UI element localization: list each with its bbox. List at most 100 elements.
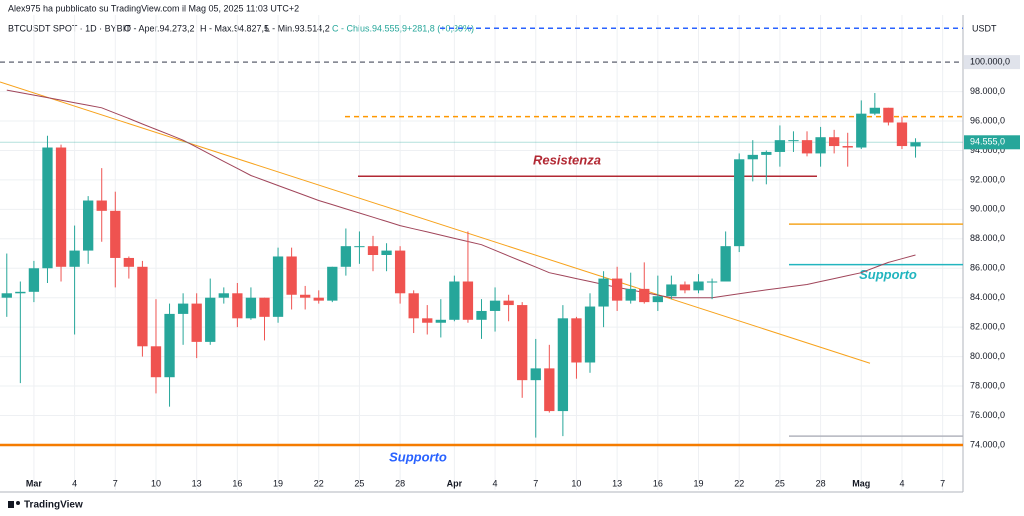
candle-body [177, 303, 189, 314]
candle-body [394, 250, 406, 294]
x-tick-label: Mag [852, 478, 870, 488]
candle-body [42, 147, 53, 269]
x-tick-label: 7 [533, 478, 538, 488]
candle-body [530, 368, 541, 381]
candle-body [408, 293, 419, 319]
candle-body [815, 137, 826, 154]
x-tick-label: 7 [113, 478, 118, 488]
candle-body [205, 297, 216, 342]
candle-body [272, 256, 284, 317]
x-tick-label: 4 [493, 478, 498, 488]
candle-body [734, 159, 745, 247]
candle-body [584, 306, 596, 363]
x-tick-label: 19 [694, 478, 704, 488]
x-tick-label: 10 [151, 478, 161, 488]
candle-body [476, 310, 487, 320]
candle-body [123, 257, 135, 267]
candle-body [869, 107, 880, 114]
candle-body [313, 297, 324, 301]
candle-body [544, 368, 555, 412]
level-label: Resistenza [533, 153, 601, 168]
price-label: 94.555,0 [970, 137, 1005, 147]
high: H - Max.94.827,5 [200, 23, 269, 33]
y-tick-label: 84.000,0 [970, 292, 1005, 302]
candle-body [354, 246, 365, 248]
candle-body [327, 266, 338, 301]
x-tick-label: 16 [232, 478, 242, 488]
candle-body [245, 297, 257, 319]
price-label: 100.000,0 [970, 56, 1010, 66]
candle-body [693, 281, 704, 291]
x-tick-label: 13 [612, 478, 622, 488]
x-tick-label: 16 [653, 478, 663, 488]
x-tick-label: 25 [354, 478, 364, 488]
candle-body [422, 318, 433, 323]
candle-body [503, 300, 514, 306]
y-tick-label: 88.000,0 [970, 233, 1005, 243]
price-label-box [964, 135, 1020, 150]
x-tick-label: 10 [571, 478, 581, 488]
x-tick-label: 25 [775, 478, 785, 488]
moving-average [6, 89, 916, 299]
x-tick-label: 7 [940, 478, 945, 488]
y-tick-label: 78.000,0 [970, 380, 1005, 390]
y-tick-label: 74.000,0 [970, 439, 1005, 449]
candle-body [856, 113, 867, 148]
candle-body [191, 303, 202, 342]
candle-body [462, 281, 474, 320]
y-tick-label: 82.000,0 [970, 322, 1005, 332]
y-tick-label: 76.000,0 [970, 410, 1005, 420]
candle-body [652, 296, 663, 303]
candle-body [69, 250, 80, 267]
candle-body [489, 300, 501, 311]
y-tick-label: 96.000,0 [970, 115, 1005, 125]
y-tick-label: 94.000,0 [970, 145, 1005, 155]
y-tick-label: 92.000,0 [970, 174, 1005, 184]
low: L - Min.93.514,2 [265, 23, 330, 33]
candle-body [761, 151, 772, 155]
candle-body [706, 281, 718, 283]
candle-body [83, 200, 94, 251]
candle-body [435, 319, 446, 323]
symbol: BTCUSDT SPOT · 1D · BYBIT [8, 23, 131, 33]
candle-body [259, 297, 270, 317]
candle-body [720, 246, 731, 282]
candle-body [557, 318, 569, 412]
x-tick-label: 13 [192, 478, 202, 488]
candle-body [381, 250, 392, 256]
candle-body [164, 313, 175, 378]
candle-body [747, 154, 758, 160]
currency: USDT [972, 23, 997, 33]
candle-body [137, 266, 148, 347]
y-tick-label: 98.000,0 [970, 86, 1005, 96]
candle-body [774, 140, 786, 152]
candle-body [598, 278, 609, 307]
candle-body [842, 146, 853, 148]
close: C - Chius.94.555,9 [332, 23, 407, 33]
candle-body [625, 288, 636, 301]
candle-body [232, 293, 243, 319]
x-tick-label: 28 [395, 478, 405, 488]
candle-body [910, 142, 921, 147]
x-tick-label: 4 [72, 478, 77, 488]
brand: TradingView [24, 500, 83, 511]
candle-body [801, 140, 813, 154]
x-tick-label: 4 [899, 478, 904, 488]
candle-body [611, 278, 623, 301]
y-tick-label: 90.000,0 [970, 204, 1005, 214]
candle-body [15, 291, 26, 294]
candle-body [55, 147, 67, 267]
trend-line [0, 81, 871, 364]
open: O - Aper.94.273,2 [124, 23, 195, 33]
candle-body [666, 284, 677, 297]
logo-mark [16, 501, 20, 505]
candle-body [96, 200, 107, 211]
candle-body [340, 246, 352, 267]
candle-body [788, 140, 799, 142]
level-label: Supporto [859, 267, 917, 282]
candle-body [150, 346, 162, 378]
candle-body [828, 137, 840, 147]
x-tick-label: 28 [816, 478, 826, 488]
price-label-box [964, 55, 1020, 70]
